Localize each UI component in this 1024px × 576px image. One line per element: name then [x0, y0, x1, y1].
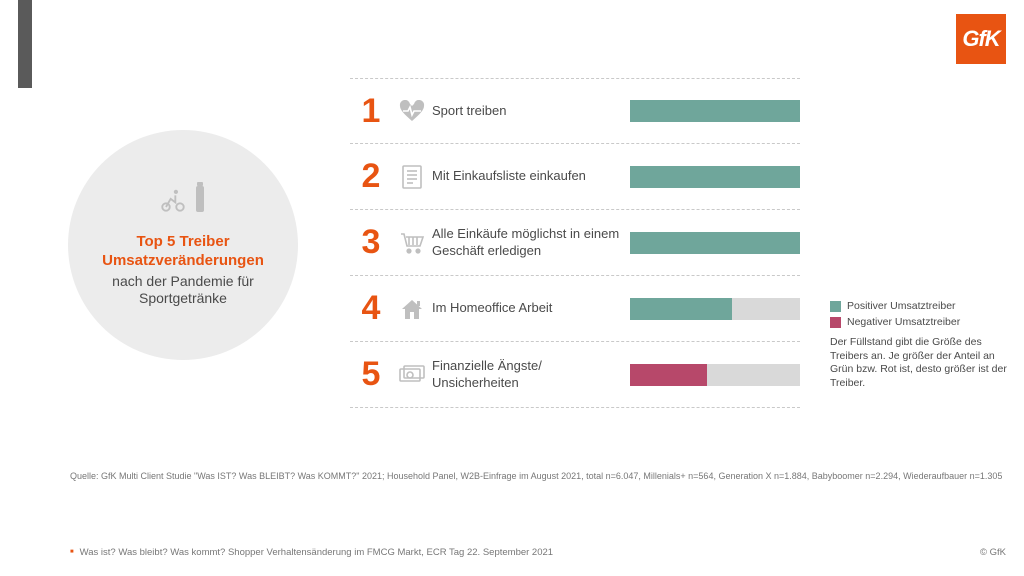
money-icon: [392, 365, 432, 385]
driver-label: Sport treiben: [432, 103, 630, 119]
rank-number: 1: [350, 92, 392, 131]
driver-label: Finanzielle Ängste/ Unsicherheiten: [432, 358, 630, 391]
driver-label: Alle Einkäufe möglichst in einem Geschäf…: [432, 226, 630, 259]
circle-title: Top 5 Treiber Umsatzveränderungen: [94, 233, 272, 271]
bar-track: [630, 232, 800, 254]
legend-positive: Positiver Umsatztreiber: [830, 300, 1010, 312]
home-icon: [392, 297, 432, 321]
footer-right: © GfK: [980, 547, 1006, 558]
bar-fill: [630, 166, 800, 188]
driver-row: 5 Finanzielle Ängste/ Unsicherheiten: [350, 342, 800, 408]
driver-label: Mit Einkaufsliste einkaufen: [432, 168, 630, 184]
rank-number: 5: [350, 355, 392, 394]
bar-fill: [630, 100, 800, 122]
cyclist-icon: [159, 186, 187, 219]
circle-icons: [159, 182, 207, 219]
rank-number: 4: [350, 289, 392, 328]
circle-subtitle: nach der Pandemie für Sportgetränke: [94, 273, 272, 308]
swatch-positive: [830, 301, 841, 312]
source-text: Quelle: GfK Multi Client Studie "Was IST…: [70, 470, 1006, 483]
legend-note: Der Füllstand gibt die Größe des Treiber…: [830, 336, 1010, 391]
list-icon: [392, 164, 432, 190]
driver-row: 1 Sport treiben: [350, 78, 800, 144]
bar-fill: [630, 232, 800, 254]
legend-negative-label: Negativer Umsatztreiber: [847, 316, 960, 328]
legend: Positiver Umsatztreiber Negativer Umsatz…: [830, 300, 1010, 391]
legend-negative: Negativer Umsatztreiber: [830, 316, 1010, 328]
heartbeat-icon: [392, 100, 432, 122]
bar-fill: [630, 364, 707, 386]
rank-number: 2: [350, 157, 392, 196]
title-circle: Top 5 Treiber Umsatzveränderungen nach d…: [68, 130, 298, 360]
driver-row: 3 Alle Einkäufe möglichst in einem Geschä…: [350, 210, 800, 276]
driver-row: 2 Mit Einkaufsliste einkaufen: [350, 144, 800, 210]
driver-list: 1 Sport treiben 2 Mit Einkaufsliste einkauf…: [350, 78, 800, 408]
bar-track: [630, 298, 800, 320]
bar-track: [630, 100, 800, 122]
driver-row: 4 Im Homeoffice Arbeit: [350, 276, 800, 342]
accent-bar: [18, 0, 32, 88]
bar-track: [630, 166, 800, 188]
footer-left: Was ist? Was bleibt? Was kommt? Shopper …: [70, 547, 553, 558]
cart-icon: [392, 231, 432, 255]
driver-label: Im Homeoffice Arbeit: [432, 300, 630, 316]
bar-fill: [630, 298, 732, 320]
bottle-icon: [193, 182, 207, 219]
rank-number: 3: [350, 223, 392, 262]
legend-positive-label: Positiver Umsatztreiber: [847, 300, 956, 312]
bar-track: [630, 364, 800, 386]
swatch-negative: [830, 317, 841, 328]
gfk-logo: GfK: [956, 14, 1006, 64]
footer: Was ist? Was bleibt? Was kommt? Shopper …: [70, 547, 1006, 558]
